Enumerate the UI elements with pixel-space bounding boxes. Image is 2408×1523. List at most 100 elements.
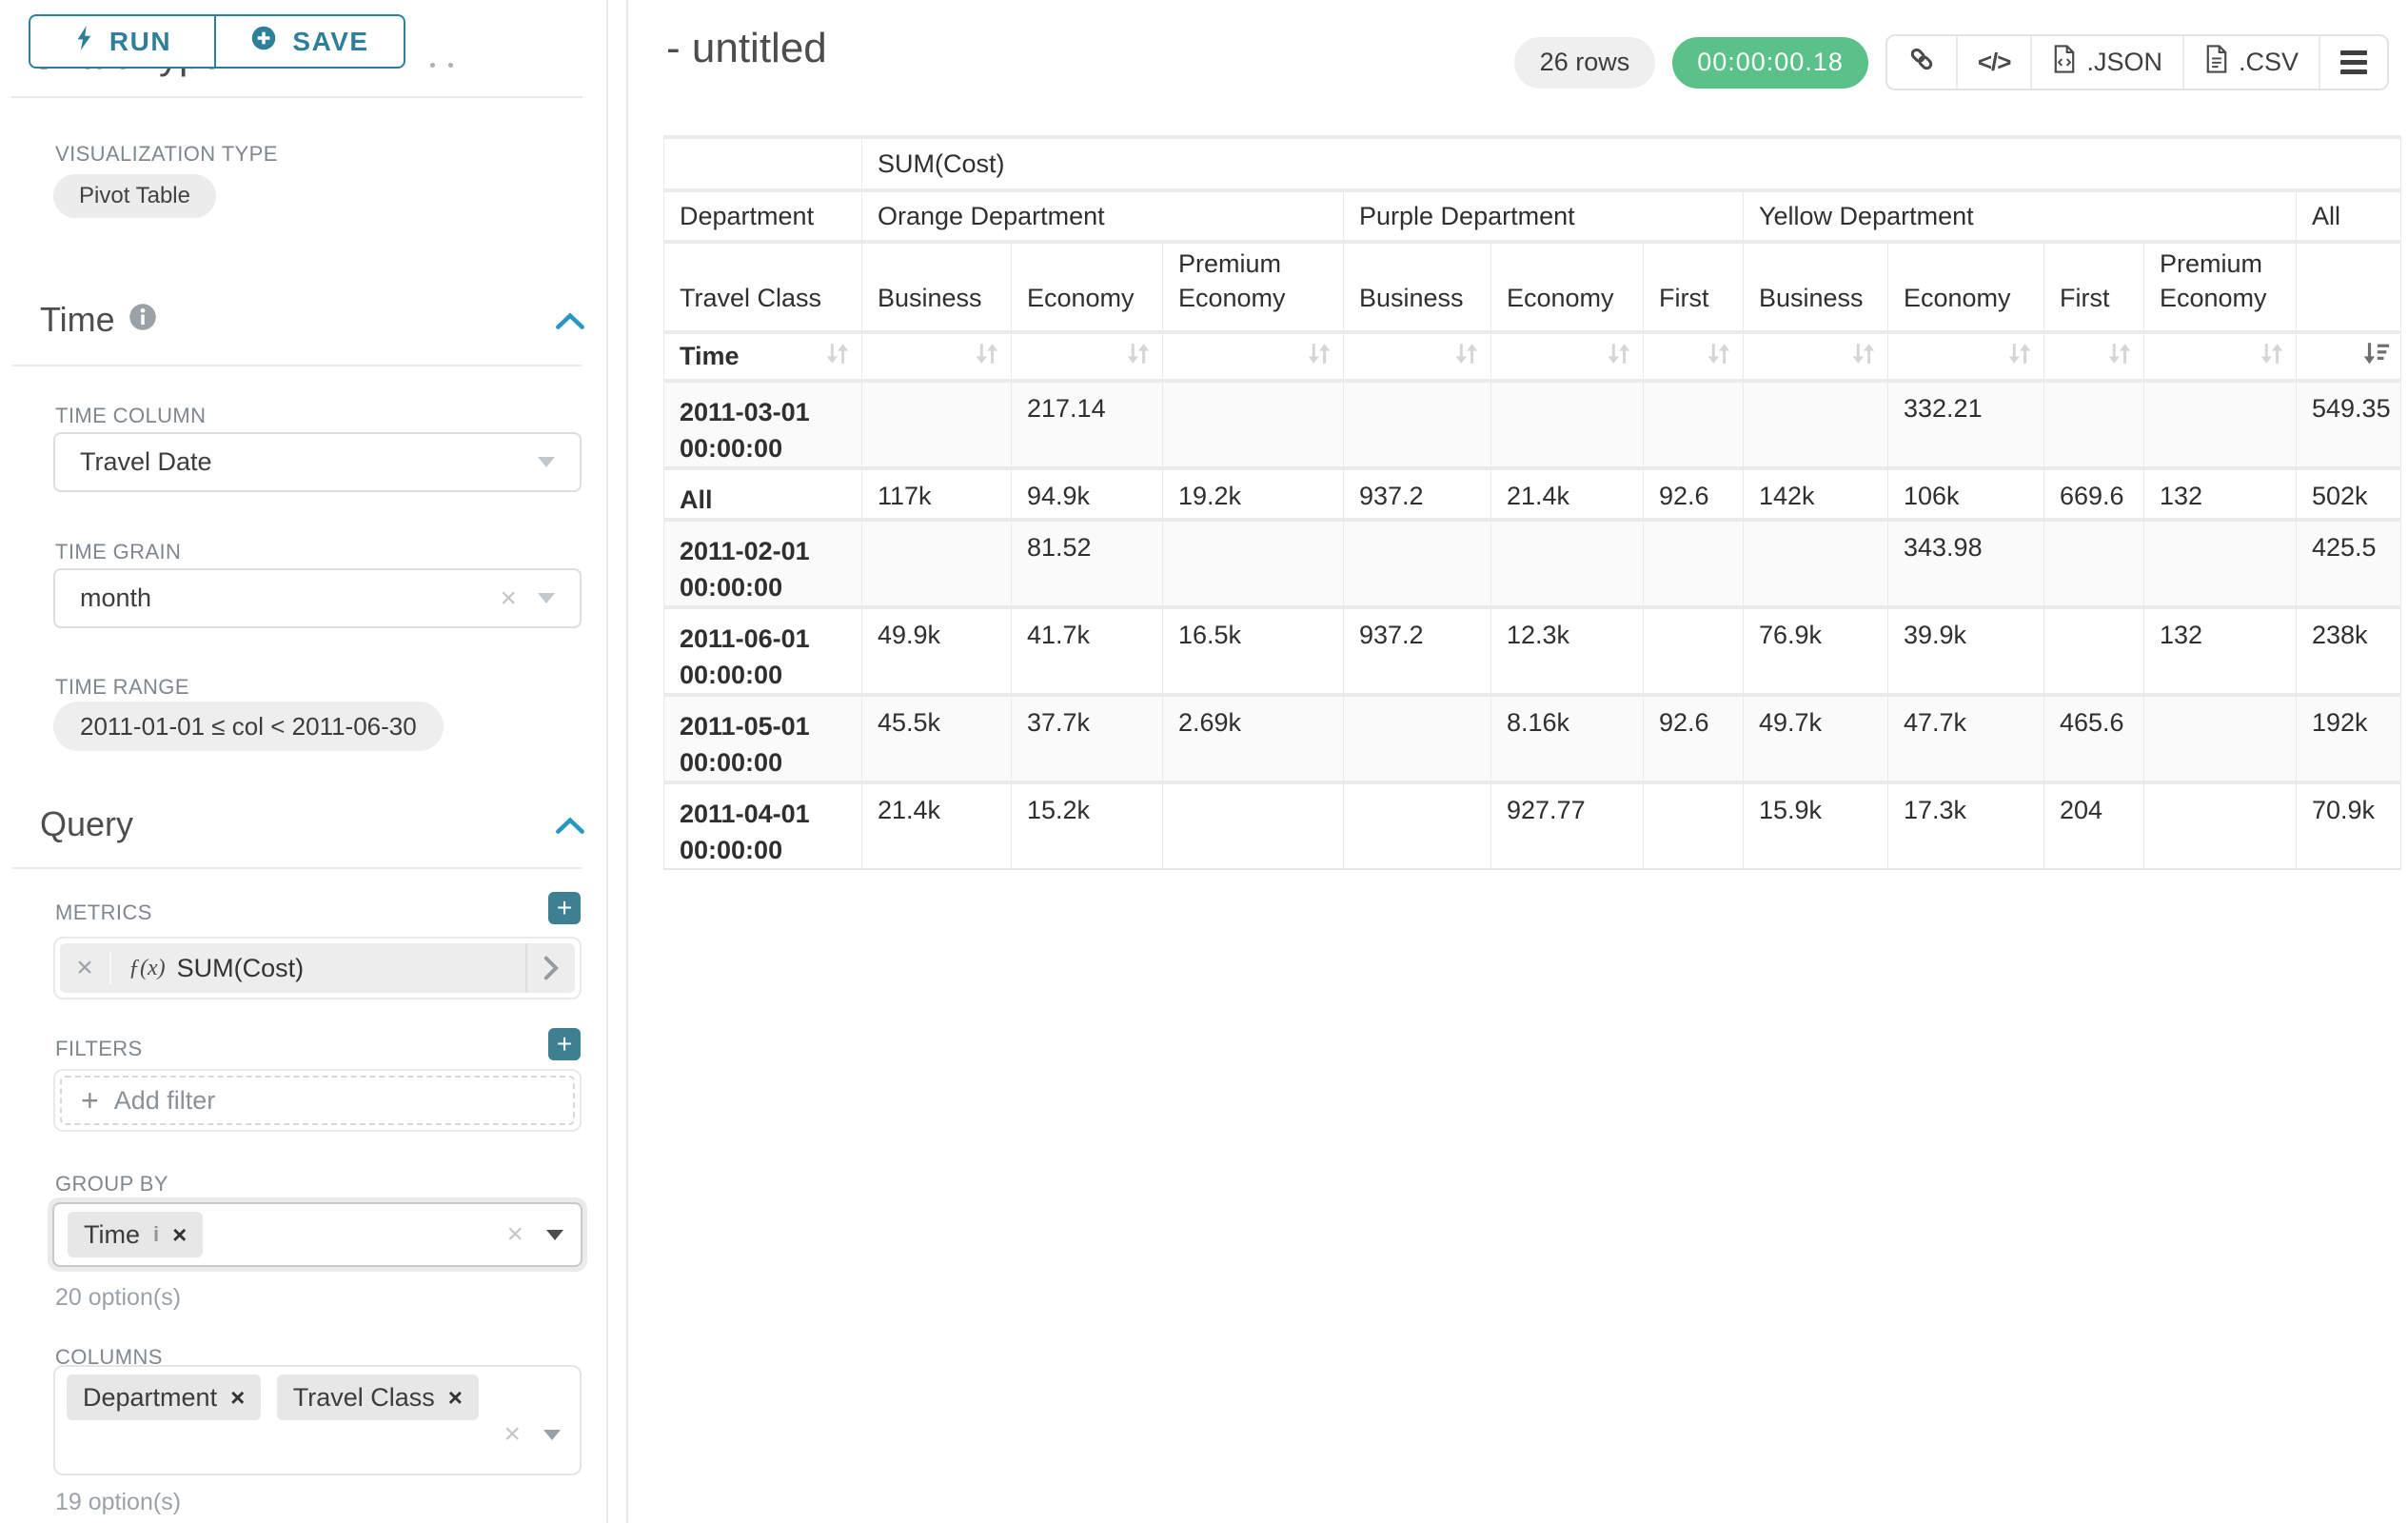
row-label: 2011-05-01 00:00:00 <box>664 695 862 782</box>
metric-pill[interactable]: × ƒ(x) SUM(Cost) <box>60 943 575 993</box>
value-cell <box>1491 520 1644 607</box>
sort-icon-cell[interactable] <box>1012 332 1163 381</box>
remove-tag-icon[interactable]: × <box>230 1385 245 1410</box>
group-by-tag[interactable]: Time i × <box>68 1212 203 1257</box>
value-cell: 15.9k <box>1744 782 1888 869</box>
time-range-pill[interactable]: 2011-01-01 ≤ col < 2011-06-30 <box>53 702 444 751</box>
value-cell <box>1644 520 1744 607</box>
query-section-header: Query <box>40 804 133 844</box>
value-cell <box>1644 381 1744 468</box>
time-column-select[interactable]: Travel Date <box>53 432 582 492</box>
divider <box>11 365 582 366</box>
add-filter-button[interactable]: + <box>548 1028 581 1060</box>
corner-cell <box>664 137 862 190</box>
clear-icon[interactable]: × <box>503 1420 521 1449</box>
value-cell: 12.3k <box>1491 607 1644 695</box>
value-cell <box>862 520 1012 607</box>
caret-down-icon[interactable] <box>543 1430 561 1440</box>
clear-icon[interactable]: × <box>500 584 517 613</box>
value-cell: 343.98 <box>1888 520 2044 607</box>
sort-icon[interactable] <box>1703 338 1733 375</box>
chevron-up-icon[interactable] <box>555 311 585 335</box>
function-icon: ƒ(x) <box>128 956 166 981</box>
columns-tag[interactable]: Travel Class × <box>277 1375 479 1420</box>
columns-select[interactable]: Department × Travel Class × × <box>53 1365 582 1475</box>
value-cell: 669.6 <box>2044 468 2144 520</box>
columns-tag[interactable]: Department × <box>67 1375 261 1420</box>
sort-icon-cell[interactable] <box>1888 332 2044 381</box>
sort-icon[interactable] <box>2103 338 2134 375</box>
sort-icon[interactable] <box>821 338 852 375</box>
column-leaf-header: Economy <box>1491 242 1644 332</box>
sort-icon[interactable] <box>2003 338 2034 375</box>
run-button[interactable]: RUN <box>29 14 215 69</box>
time-section-header: Time <box>40 300 157 340</box>
value-cell: 106k <box>1888 468 2044 520</box>
visualization-type-pill[interactable]: Pivot Table <box>53 174 216 218</box>
caret-down-icon[interactable] <box>538 593 555 603</box>
row-axis-sort-cell[interactable]: Time <box>664 332 862 381</box>
sort-icon[interactable] <box>1303 338 1333 375</box>
panel-divider[interactable] <box>606 0 608 1523</box>
sort-icon-active-cell[interactable] <box>2297 332 2401 381</box>
group-by-select[interactable]: Time i × × <box>48 1197 587 1272</box>
value-cell: 49.7k <box>1744 695 1888 782</box>
value-cell: 204 <box>2044 782 2144 869</box>
add-metric-button[interactable]: + <box>548 892 581 924</box>
chevron-up-icon[interactable] <box>555 816 585 840</box>
time-grain-select[interactable]: month × <box>53 568 582 628</box>
caret-down-icon[interactable] <box>546 1230 563 1240</box>
value-cell <box>1344 782 1491 869</box>
column-leaf-header: Premium Economy <box>2144 242 2297 332</box>
sort-icon-cell[interactable] <box>1744 332 1888 381</box>
sort-icon[interactable] <box>1603 338 1633 375</box>
info-icon <box>128 300 157 340</box>
sort-icon[interactable] <box>1122 338 1153 375</box>
chart-type-collapse-dots <box>430 63 435 68</box>
column-axis-label: Department <box>664 190 862 242</box>
column-axis-label: Travel Class <box>664 242 862 332</box>
share-link-button[interactable] <box>1887 36 1956 89</box>
query-section-title: Query <box>40 804 133 844</box>
chart-title[interactable]: - untitled <box>666 25 827 72</box>
metrics-control: × ƒ(x) SUM(Cost) <box>53 937 582 999</box>
row-count-badge: 26 rows <box>1514 37 1656 89</box>
sort-icon-cell[interactable] <box>1163 332 1344 381</box>
remove-metric-icon[interactable]: × <box>60 952 111 984</box>
value-cell <box>2144 381 2297 468</box>
sort-icon[interactable] <box>971 338 1001 375</box>
column-group-row: DepartmentOrange DepartmentPurple Depart… <box>664 190 2401 242</box>
sort-icon-cell[interactable] <box>1344 332 1491 381</box>
view-query-button[interactable]: </> <box>1956 36 2031 89</box>
value-cell <box>1344 381 1491 468</box>
more-menu-button[interactable] <box>2319 36 2387 89</box>
sort-icon-cell[interactable] <box>2144 332 2297 381</box>
value-cell <box>2144 520 2297 607</box>
add-filter-dropzone[interactable]: + Add filter <box>60 1076 575 1125</box>
clear-icon[interactable]: × <box>506 1220 523 1249</box>
sort-desc-icon[interactable] <box>2360 338 2391 375</box>
chart-panel: - untitled 26 rows 00:00:00.18 </> <box>628 0 2408 1523</box>
sort-icon[interactable] <box>2256 338 2286 375</box>
value-cell: 132 <box>2144 607 2297 695</box>
value-cell: 937.2 <box>1344 468 1491 520</box>
file-json-icon <box>2052 44 2077 81</box>
caret-down-icon[interactable] <box>538 457 555 467</box>
export-json-button[interactable]: .JSON <box>2030 36 2182 89</box>
sort-icon[interactable] <box>1847 338 1878 375</box>
column-group-header: Purple Department <box>1344 190 1744 242</box>
sort-icon-cell[interactable] <box>862 332 1012 381</box>
sort-icon-cell[interactable] <box>2044 332 2144 381</box>
sort-row: Time <box>664 332 2401 381</box>
sort-icon[interactable] <box>1451 338 1481 375</box>
remove-tag-icon[interactable]: × <box>448 1385 463 1410</box>
value-cell: 927.77 <box>1491 782 1644 869</box>
remove-tag-icon[interactable]: × <box>172 1222 187 1247</box>
export-csv-button[interactable]: .CSV <box>2182 36 2319 89</box>
save-button[interactable]: SAVE <box>215 14 405 69</box>
visualization-type-label: VISUALIZATION TYPE <box>55 142 278 167</box>
sort-icon-cell[interactable] <box>1491 332 1644 381</box>
chevron-right-icon[interactable] <box>525 943 575 993</box>
metric-header-row: SUM(Cost) <box>664 137 2401 190</box>
sort-icon-cell[interactable] <box>1644 332 1744 381</box>
